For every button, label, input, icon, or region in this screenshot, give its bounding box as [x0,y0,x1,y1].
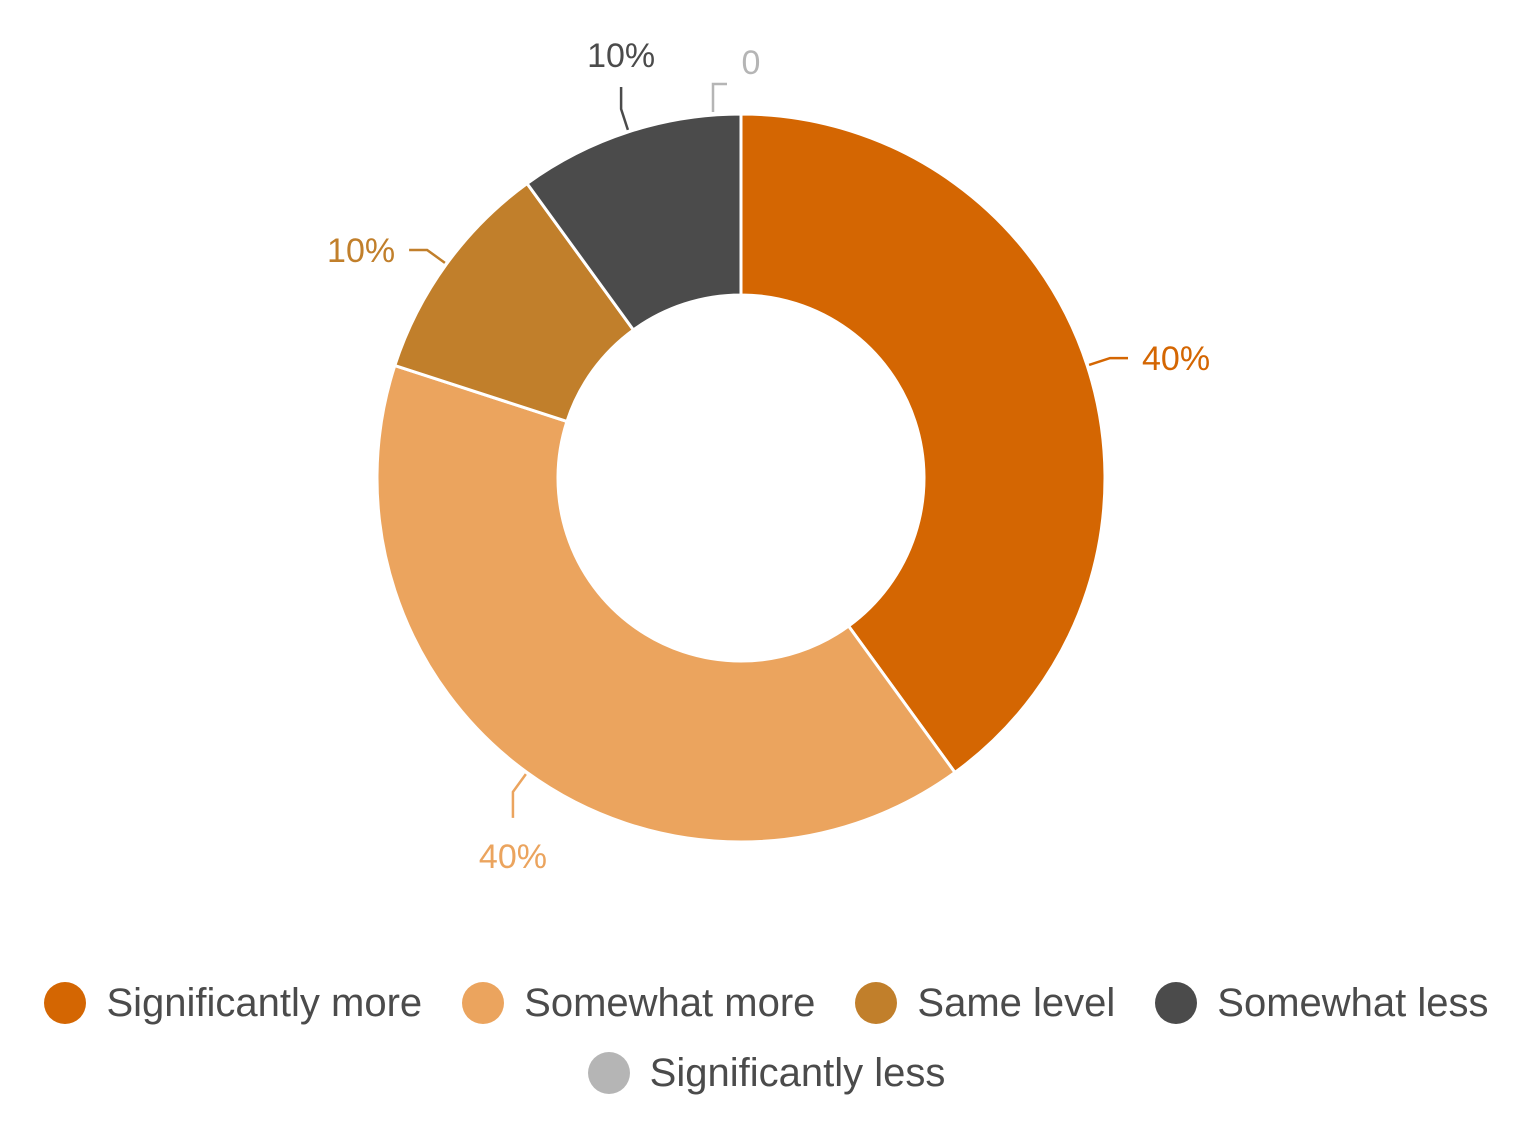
chart-slices [375,112,1107,844]
leader-line-same-level [409,248,446,264]
data-label-significantly-more: 40% [1142,340,1210,378]
leader-line-significantly-less [711,82,727,112]
legend-swatch [587,1052,630,1094]
legend-label: Somewhat less [1217,980,1489,1025]
legend-swatch [855,982,898,1024]
leader-line-significantly-more [1088,356,1129,367]
legend-label: Same level [917,980,1116,1025]
data-labels: 40% 40% 10% 10% 0 [327,37,1210,876]
donut-chart: 40% 40% 10% 10% 0 [327,37,1210,876]
data-label-significantly-less: 0 [742,44,761,82]
legend-swatch [44,982,87,1024]
legend-label: Significantly less [649,1050,946,1095]
leader-line-somewhat-less [619,86,630,131]
legend-label: Somewhat more [524,980,816,1025]
leader-line-somewhat-more [511,773,527,818]
legend-row-2: Significantly less [0,1038,1533,1108]
slice-somewhat-more[interactable] [375,363,958,844]
legend-swatch [462,982,505,1024]
chart-legend: Significantly more Somewhat more Same le… [0,968,1533,1108]
legend-item-same-level[interactable]: Same level [855,981,1115,1026]
data-label-somewhat-less: 10% [587,37,655,75]
legend-row-1: Significantly more Somewhat more Same le… [0,968,1533,1038]
legend-item-significantly-less[interactable]: Significantly less [587,1050,946,1096]
legend-swatch [1155,982,1198,1024]
slice-somewhat-less[interactable] [524,112,743,333]
legend-item-significantly-more[interactable]: Significantly more [44,981,422,1026]
data-label-somewhat-more: 40% [479,838,547,876]
legend-label: Significantly more [106,980,423,1025]
slice-significantly-more[interactable] [739,112,1107,775]
legend-item-somewhat-more[interactable]: Somewhat more [462,981,815,1026]
data-label-same-level: 10% [327,232,395,270]
label-leader-lines [409,82,1129,818]
legend-item-somewhat-less[interactable]: Somewhat less [1155,980,1489,1026]
